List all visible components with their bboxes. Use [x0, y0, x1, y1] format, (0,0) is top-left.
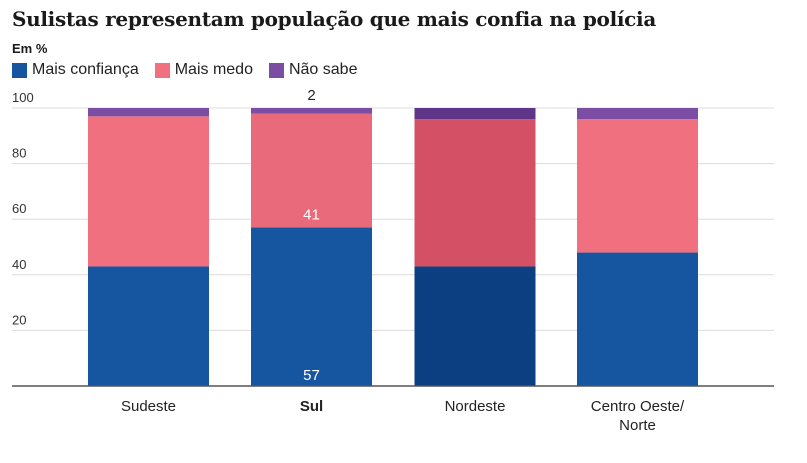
- bar-centro-oeste-norte-mais-confianca: [577, 252, 698, 386]
- legend-label-nao-sabe: Não sabe: [288, 61, 358, 78]
- data-label-sul-mais-confianca: 57: [303, 367, 320, 384]
- legend-swatch-mais-medo: [154, 62, 170, 78]
- bar-sudeste-mais-medo: [88, 116, 209, 267]
- y-tick-label-60: 60: [12, 201, 26, 216]
- y-tick-label-80: 80: [12, 146, 26, 161]
- bar-sul-mais-confianca: [251, 227, 372, 386]
- legend-swatch-mais-confianca: [12, 62, 27, 78]
- bar-centro-oeste-norte-mais-medo: [577, 119, 698, 253]
- bar-sul-mais-medo: [251, 113, 372, 228]
- x-category-label-nordeste: Nordeste: [445, 398, 506, 415]
- bar-sudeste-nao-sabe: [88, 108, 209, 117]
- y-tick-label-100: 100: [12, 90, 34, 105]
- legend: Mais confiança Mais medo Não sabe: [12, 61, 373, 79]
- legend-item-nao-sabe: Não sabe: [268, 61, 358, 79]
- data-label-sul-mais-medo: 41: [303, 207, 320, 224]
- bar-nordeste-mais-medo: [414, 119, 536, 267]
- legend-label-mais-medo: Mais medo: [174, 61, 253, 78]
- bar-nordeste-nao-sabe: [414, 108, 536, 120]
- data-label-sul-nao-sabe: 2: [307, 87, 315, 104]
- bar-nordeste-mais-confianca: [414, 266, 536, 386]
- chart-title: Sulistas representam população que mais …: [12, 7, 657, 31]
- x-category-label-centro-oeste-norte: Centro Oeste/Norte: [591, 398, 685, 434]
- legend-item-mais-medo: Mais medo: [154, 61, 253, 79]
- legend-label-mais-confianca: Mais confiança: [32, 61, 139, 78]
- chart-subtitle: Em %: [12, 41, 48, 56]
- x-category-label-sudeste: Sudeste: [121, 398, 176, 415]
- legend-item-mais-confianca: Mais confiança: [12, 61, 139, 79]
- y-tick-label-40: 40: [12, 257, 26, 272]
- y-tick-label-20: 20: [12, 312, 26, 327]
- bar-sudeste-mais-confianca: [88, 266, 209, 386]
- bar-sul-nao-sabe: [251, 108, 372, 114]
- bar-centro-oeste-norte-nao-sabe: [577, 108, 698, 120]
- legend-swatch-nao-sabe: [268, 62, 284, 78]
- x-category-label-sul: Sul: [300, 398, 323, 415]
